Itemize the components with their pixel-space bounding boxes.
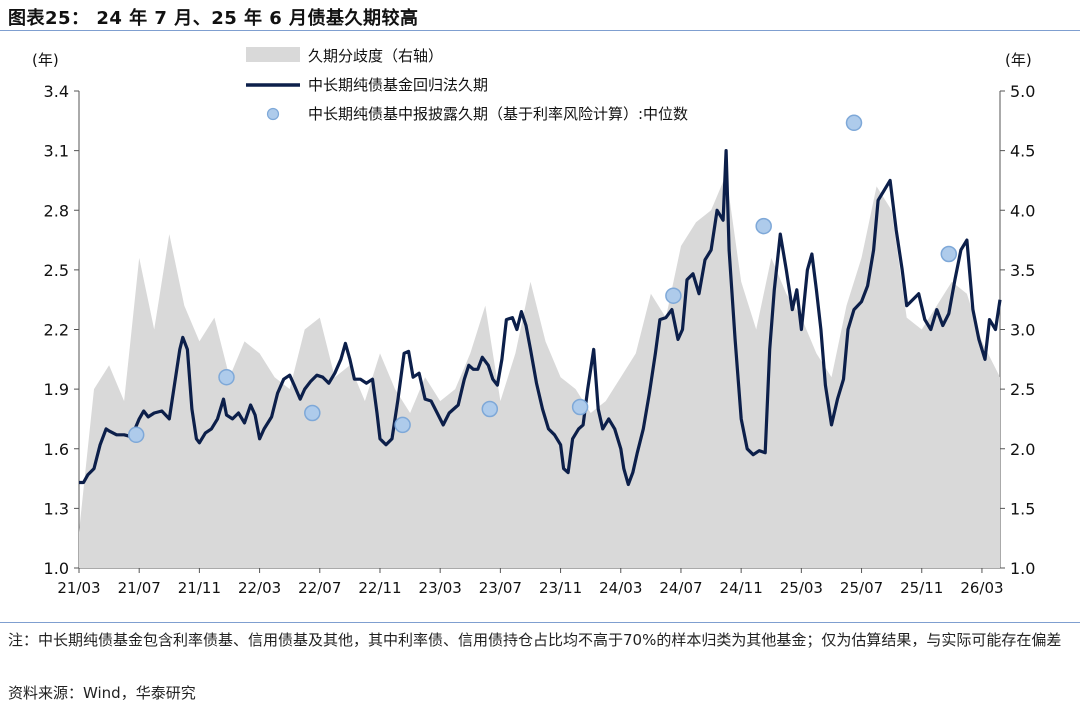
- x-tick-label: 23/03: [419, 579, 462, 597]
- x-tick-label: 23/11: [539, 579, 582, 597]
- x-tick-label: 21/11: [178, 579, 221, 597]
- left-tick-label: 2.5: [44, 261, 69, 280]
- footnote: 注：中长期纯债基金包含利率债基、信用债基及其他，其中利率债、信用债持仓占比均不高…: [8, 631, 1062, 649]
- left-tick-label: 1.9: [44, 380, 69, 399]
- legend-area-label: 久期分歧度（右轴）: [308, 47, 443, 65]
- title-divider: [0, 30, 1080, 31]
- right-tick-label: 5.0: [1010, 82, 1035, 101]
- left-tick-label: 2.8: [44, 201, 69, 220]
- right-tick-label: 1.0: [1010, 559, 1035, 578]
- median-duration-point: [218, 368, 235, 386]
- left-tick-label: 3.1: [44, 142, 69, 161]
- median-duration-point: [665, 287, 682, 304]
- right-tick-label: 4.5: [1010, 142, 1035, 161]
- x-tick-label: 24/11: [720, 579, 763, 597]
- x-tick-label: 25/07: [840, 579, 883, 597]
- x-tick-label: 25/11: [900, 579, 943, 597]
- right-axis-unit: (年): [1005, 51, 1032, 69]
- median-duration-point: [940, 245, 958, 263]
- legend-dot-swatch: [266, 107, 280, 121]
- left-tick-label: 1.3: [44, 499, 69, 518]
- duration-chart: 1.0 1.3 1.6 1.9 2.2 2.5 2.8 3.1 3.4 1.0 1.5 2.0 2.5 3…: [32, 47, 1035, 597]
- x-tick-label: 22/07: [298, 579, 341, 597]
- chart-title: 图表25： 24 年 7 月、25 年 6 月债基久期较高: [8, 8, 419, 29]
- x-tick-label: 24/07: [659, 579, 702, 597]
- median-duration-point: [571, 398, 589, 416]
- x-tick-label: 21/07: [118, 579, 161, 597]
- footer-divider: [0, 622, 1080, 623]
- right-tick-label: 1.5: [1010, 499, 1035, 518]
- left-tick-label: 1.0: [44, 559, 69, 578]
- median-duration-point: [394, 416, 411, 434]
- legend-dot-label: 中长期纯债基中报披露久期（基于利率风险计算）:中位数: [308, 105, 688, 123]
- x-tick-label: 21/03: [57, 579, 100, 597]
- left-axis-unit: (年): [32, 51, 59, 69]
- dispersion-area: [79, 174, 1000, 568]
- x-tick-label: 26/03: [960, 579, 1003, 597]
- median-duration-point: [481, 400, 499, 418]
- right-tick-label: 3.0: [1010, 321, 1035, 340]
- right-tick-label: 3.5: [1010, 261, 1035, 280]
- axes: 1.0 1.3 1.6 1.9 2.2 2.5 2.8 3.1 3.4 1.0 1.5 2.0 2.5 3…: [32, 51, 1035, 597]
- median-duration-point: [304, 404, 321, 422]
- dispersion-area-series: [79, 174, 1000, 568]
- median-duration-point: [845, 114, 863, 132]
- x-tick-label: 22/03: [238, 579, 281, 597]
- left-tick-label: 3.4: [44, 82, 69, 101]
- median-duration-point: [755, 217, 772, 235]
- source-line: 资料来源：Wind，华泰研究: [8, 684, 196, 702]
- x-tick-label: 25/03: [780, 579, 823, 597]
- left-tick-label: 2.2: [44, 321, 69, 340]
- x-tick-label: 24/03: [599, 579, 642, 597]
- right-tick-label: 2.5: [1010, 380, 1035, 399]
- regression-duration-line: [79, 149, 1002, 487]
- right-tick-label: 2.0: [1010, 440, 1035, 459]
- right-tick-label: 4.0: [1010, 201, 1035, 220]
- median-duration-point: [127, 426, 145, 444]
- legend: 久期分歧度（右轴） 中长期纯债基金回归法久期中长期纯债基中报披露久期（基于利率风险…: [246, 47, 688, 123]
- legend-line-label: 中长期纯债基金回归法久期: [308, 76, 488, 94]
- median-disclosed-duration-points: [127, 114, 958, 444]
- x-tick-label: 23/07: [479, 579, 522, 597]
- x-tick-label: 22/11: [358, 579, 401, 597]
- legend-area-swatch: [246, 47, 300, 62]
- regression-duration-line-series: [79, 149, 1002, 487]
- left-tick-label: 1.6: [44, 440, 69, 459]
